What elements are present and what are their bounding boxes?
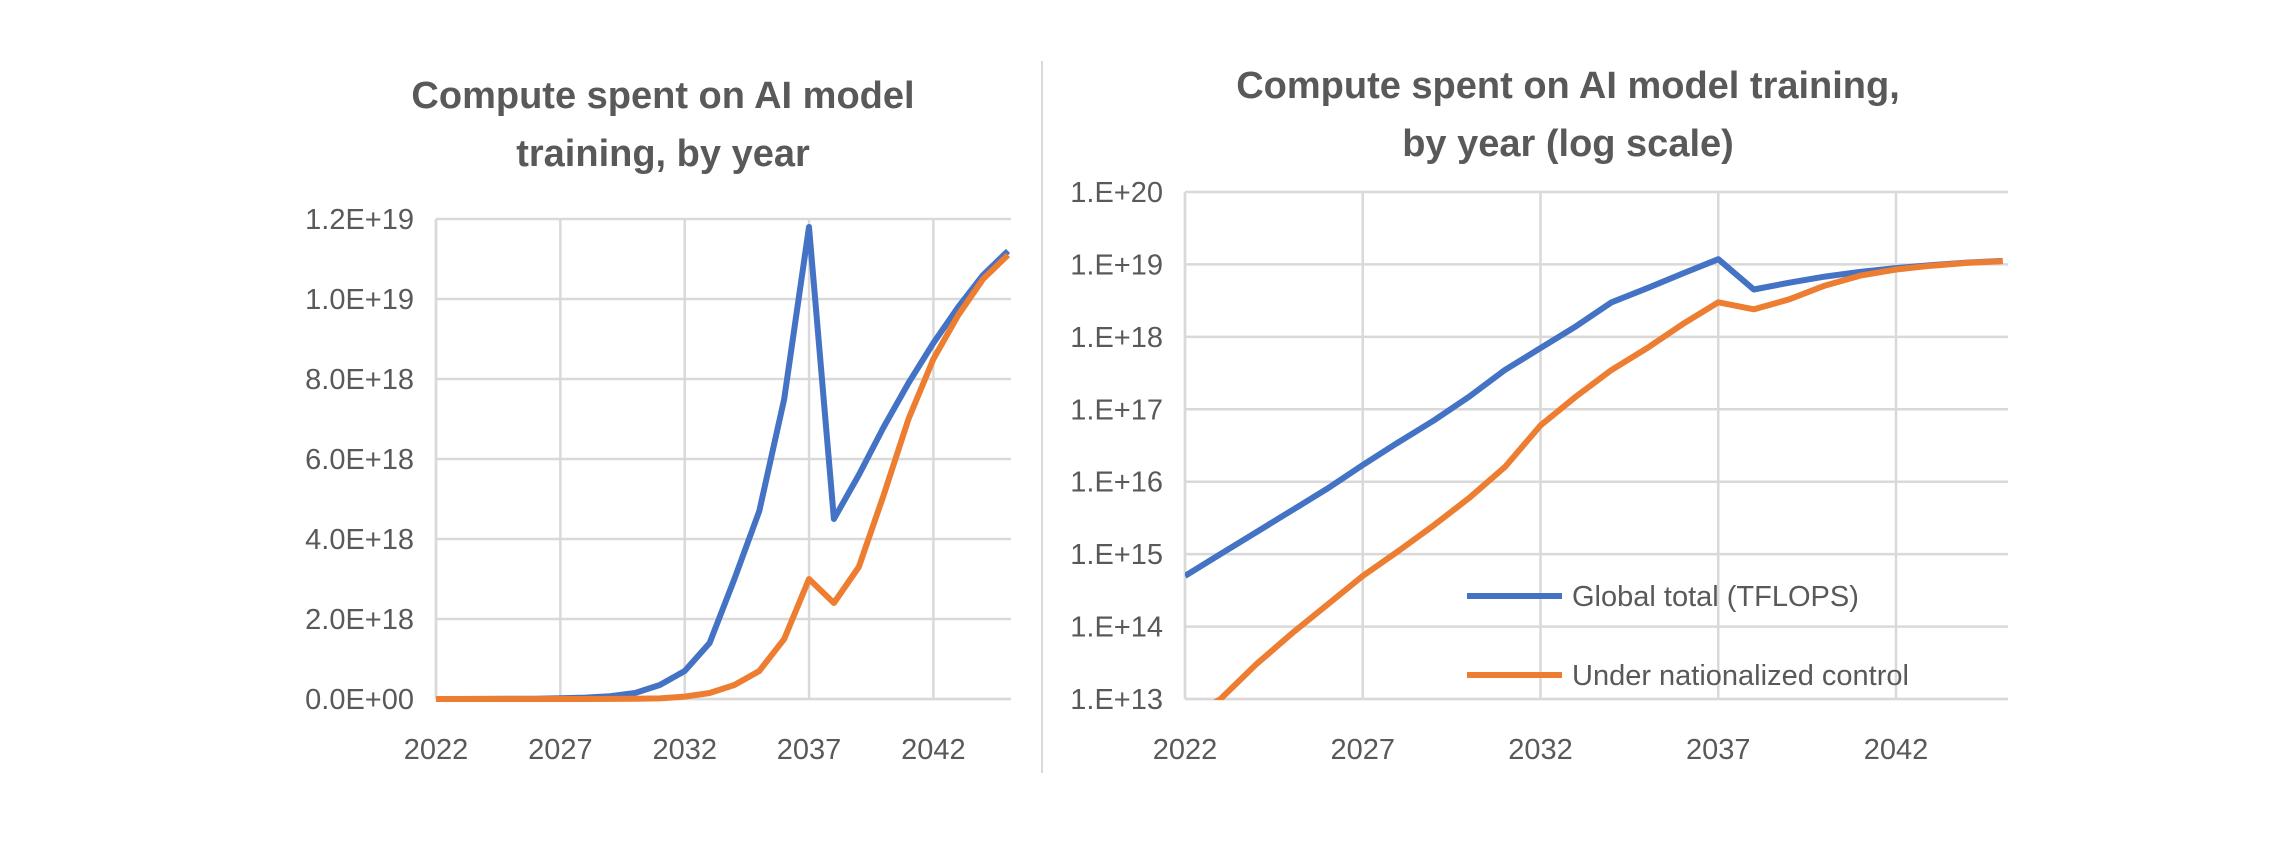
x-tick-label: 2037 (777, 734, 842, 766)
series-group (1185, 256, 2003, 700)
x-tick-label: 2027 (528, 734, 593, 766)
series-line-under-nationalized-control (436, 252, 1011, 702)
series-group (436, 224, 1011, 702)
y-tick-label: 1.0E+19 (305, 284, 414, 316)
y-tick-label: 1.E+13 (1070, 684, 1163, 716)
series-line-global-total-tflops- (1185, 256, 2003, 579)
chart-title-line: Compute spent on AI model (411, 75, 914, 117)
y-tick-label: 1.E+14 (1070, 612, 1163, 644)
y-tick-label: 4.0E+18 (305, 524, 414, 556)
y-tick-label: 8.0E+18 (305, 364, 414, 396)
legend: Global total (TFLOPS) Under nationalized … (1467, 581, 1909, 692)
chart-title-line: Compute spent on AI model training, (1236, 65, 1900, 107)
x-tick-label: 2022 (404, 734, 469, 766)
legend-label: Global total (TFLOPS) (1572, 581, 1859, 613)
x-tick-label: 2037 (1686, 734, 1751, 766)
log-chart: Compute spent on AI model training, by ye… (1070, 65, 2008, 766)
x-tick-label: 2022 (1153, 734, 1218, 766)
y-tick-label: 1.E+20 (1070, 177, 1163, 209)
y-tick-label: 6.0E+18 (305, 444, 414, 476)
y-tick-label: 1.E+17 (1070, 394, 1163, 426)
x-tick-label: 2032 (652, 734, 717, 766)
y-tick-label: 1.E+16 (1070, 467, 1163, 499)
y-tick-label: 2.0E+18 (305, 604, 414, 636)
x-tick-label: 2042 (901, 734, 966, 766)
linear-chart: Compute spent on AI model training, by ye… (305, 75, 1011, 766)
x-tick-label: 2032 (1508, 734, 1573, 766)
x-tick-label: 2027 (1330, 734, 1395, 766)
y-tick-label: 1.E+18 (1070, 322, 1163, 354)
y-tick-label: 0.0E+00 (305, 684, 414, 716)
x-tick-label: 2042 (1864, 734, 1929, 766)
series-line-under-nationalized-control (1213, 258, 2003, 700)
y-tick-label: 1.E+15 (1070, 539, 1163, 571)
y-tick-label: 1.2E+19 (305, 204, 414, 236)
chart-title-line: by year (log scale) (1402, 123, 1734, 165)
y-tick-label: 1.E+19 (1070, 249, 1163, 281)
legend-label: Under nationalized control (1572, 660, 1909, 692)
chart-title-line: training, by year (516, 133, 810, 175)
